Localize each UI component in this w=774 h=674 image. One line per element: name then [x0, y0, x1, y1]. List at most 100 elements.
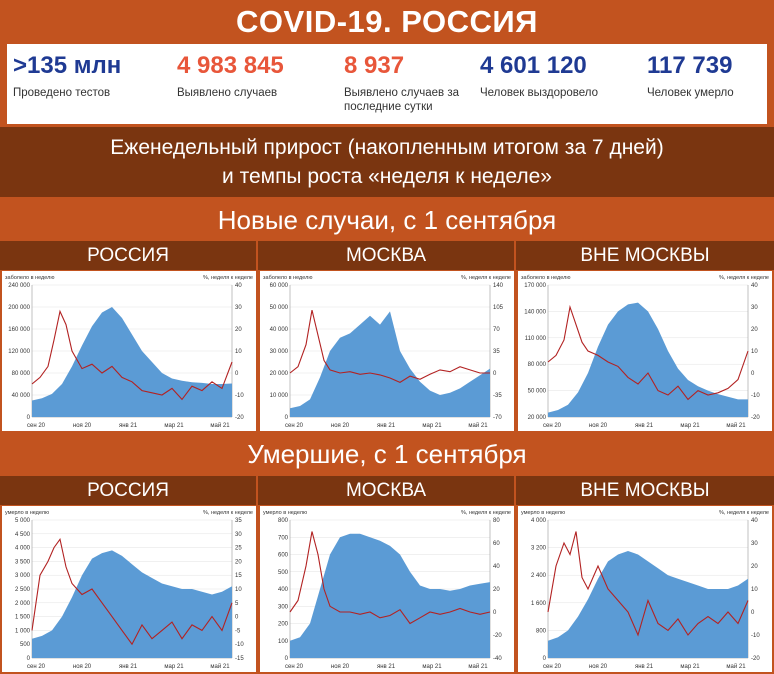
y-tick-label: 2 500: [15, 587, 31, 593]
x-tick-label: сен 20: [285, 423, 304, 429]
y-tick-label: 100: [278, 639, 289, 645]
y-axis-label: заболело в неделю: [263, 275, 312, 281]
stats-panel: >135 млн Проведено тестов 4 983 845 Выяв…: [7, 44, 767, 124]
x-tick-label: янв 21: [635, 423, 654, 429]
growth-line-series: [31, 537, 233, 646]
x-tick-label: янв 21: [635, 664, 654, 670]
x-tick-label: янв 21: [119, 423, 138, 429]
y2-tick-label: 30: [235, 305, 242, 311]
y2-tick-label: 70: [493, 327, 500, 333]
y2-tick-label: -70: [493, 415, 502, 421]
stat-value: >135 млн: [13, 52, 122, 79]
banner-line-1: Еженедельный прирост (накопленным итогом…: [110, 136, 664, 159]
growth-line-series: [547, 304, 749, 401]
x-tick-label: янв 21: [377, 423, 396, 429]
y-tick-label: 2 000: [15, 601, 31, 607]
y-tick-label: 300: [278, 604, 289, 610]
y-axis-label: умерло в неделю: [263, 510, 307, 516]
y2-tick-label: 20: [235, 559, 242, 565]
x-tick-label: мар 21: [164, 423, 184, 429]
y2-tick-label: 25: [235, 546, 242, 552]
area-series: [32, 550, 232, 658]
x-tick-label: май 21: [726, 422, 746, 429]
x-tick-label: ноя 20: [589, 423, 608, 429]
stat-cases-daily: 8 937 Выявлено случаев за последние сутк…: [344, 52, 464, 114]
y-tick-label: 10 000: [270, 393, 289, 399]
y-tick-label: 110 000: [525, 336, 547, 342]
stat-deaths: 117 739 Человек умерло: [647, 52, 734, 100]
y2-tick-label: -20: [493, 633, 502, 639]
y-tick-label: 0: [27, 656, 31, 662]
stat-label: Выявлено случаев за последние сутки: [344, 87, 460, 113]
y2-tick-label: 20: [235, 327, 242, 333]
chart-deaths-outside: умерло в неделю %, неделя к неделе 0 800 1 6…: [518, 506, 772, 672]
y2-tick-label: 40: [235, 283, 242, 289]
page-title: COVID-19. РОССИЯ: [236, 4, 538, 39]
y2-tick-label: 20: [751, 327, 758, 333]
stat-label: Выявлено случаев: [177, 87, 278, 99]
y-axis-label: заболело в неделю: [521, 275, 570, 281]
stat-value: 4 983 845: [177, 52, 284, 79]
y-tick-label: 0: [543, 656, 547, 662]
y2-axis-label: %, неделя к неделе: [461, 510, 511, 516]
y2-tick-label: -10: [751, 393, 760, 399]
y-tick-label: 60 000: [270, 283, 289, 289]
stat-value: 8 937: [344, 52, 405, 79]
y2-tick-label: -10: [235, 393, 244, 399]
chart-svg: заболело в неделю %, неделя к неделе 20 00…: [521, 275, 769, 429]
y2-tick-label: 10: [235, 349, 242, 355]
x-tick-label: май 21: [468, 422, 488, 429]
stat-label: Человек выздоровело: [480, 87, 599, 99]
y2-tick-label: 30: [751, 305, 758, 311]
y-axis-label: заболело в неделю: [5, 275, 54, 281]
y-tick-label: 800: [278, 518, 289, 524]
y-tick-label: 20 000: [270, 371, 289, 377]
y-tick-label: 80 000: [528, 362, 547, 368]
y-tick-label: 30 000: [270, 349, 289, 355]
y-tick-label: 200 000: [8, 305, 30, 311]
growth-line-series: [289, 309, 490, 384]
region-header: ВНЕ МОСКВЫ: [516, 476, 774, 505]
y2-tick-label: 20: [751, 564, 758, 570]
x-tick-label: май 21: [210, 422, 230, 429]
y2-tick-label: -35: [493, 393, 502, 399]
y-tick-label: 40 000: [12, 393, 31, 399]
x-tick-label: сен 20: [27, 664, 46, 670]
y2-tick-label: 40: [751, 283, 758, 289]
x-tick-label: ноя 20: [331, 664, 350, 670]
stat-value: 4 601 120: [480, 52, 587, 79]
x-tick-label: мар 21: [422, 423, 442, 429]
x-tick-label: ноя 20: [331, 423, 350, 429]
y-tick-label: 700: [278, 535, 289, 541]
x-tick-label: мар 21: [680, 423, 700, 429]
x-tick-label: сен 20: [285, 664, 304, 670]
y-tick-label: 500: [278, 570, 289, 576]
y2-axis-label: %, неделя к неделе: [719, 510, 769, 516]
chart-svg: заболело в неделю %, неделя к неделе 0 40 0…: [5, 275, 253, 429]
y2-tick-label: 10: [235, 587, 242, 593]
y2-axis-label: %, неделя к неделе: [461, 275, 511, 281]
y2-tick-label: 0: [751, 610, 755, 616]
banner: Еженедельный прирост (накопленным итогом…: [0, 127, 774, 197]
x-tick-label: май 21: [468, 663, 488, 670]
growth-line-series: [289, 531, 491, 625]
y2-tick-label: -10: [751, 633, 760, 639]
chart-svg: умерло в неделю %, неделя к неделе 0 500 1 0…: [5, 510, 253, 670]
x-tick-label: ноя 20: [73, 423, 92, 429]
x-tick-label: сен 20: [543, 423, 562, 429]
y-tick-label: 600: [278, 553, 289, 559]
area-series: [548, 302, 748, 417]
y-tick-label: 0: [285, 415, 289, 421]
y2-tick-label: -40: [493, 656, 502, 662]
chart-svg: заболело в неделю %, неделя к неделе 0 10 0…: [263, 275, 511, 429]
y2-tick-label: 35: [493, 349, 500, 355]
stat-label: Человек умерло: [647, 87, 734, 99]
stat-label: Проведено тестов: [13, 87, 111, 99]
y-tick-label: 50 000: [270, 305, 289, 311]
y-axis-label: умерло в неделю: [5, 510, 49, 516]
chart-svg: умерло в неделю %, неделя к неделе 0 800 1 6…: [521, 510, 769, 670]
chart-cases-russia: заболело в неделю %, неделя к неделе 0 40 0…: [2, 271, 256, 431]
stat-tests: >135 млн Проведено тестов: [13, 52, 121, 100]
y2-tick-label: -20: [751, 656, 760, 662]
